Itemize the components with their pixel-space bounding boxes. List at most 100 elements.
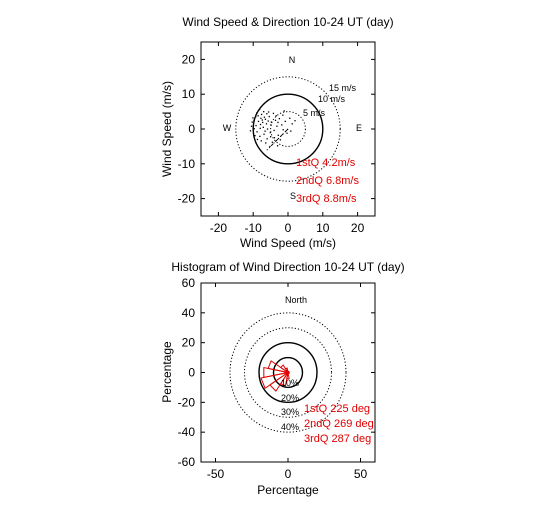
speed-ring-5 xyxy=(270,111,306,147)
scatter-point xyxy=(274,119,277,121)
chart1-ytick-label: 20 xyxy=(182,52,196,66)
scatter-point xyxy=(259,127,261,130)
compass-east-label: E xyxy=(356,123,362,133)
chart1-title: Wind Speed & Direction 10-24 UT (day) xyxy=(182,15,393,29)
chart2-ytick-label: -60 xyxy=(178,455,196,469)
scatter-point xyxy=(276,125,278,127)
ring-label-15: 15 m/s xyxy=(329,83,357,93)
scatter-point xyxy=(289,117,291,119)
scatter-point xyxy=(267,111,270,113)
scatter-point xyxy=(253,128,255,130)
scatter-point xyxy=(253,119,255,121)
pct-ring-20 xyxy=(258,341,318,404)
scatter-point xyxy=(277,121,279,124)
scatter-point xyxy=(277,134,279,136)
scatter-point xyxy=(260,113,263,116)
ring-label-30pct: 30% xyxy=(281,407,299,417)
chart1-ytick-label: -20 xyxy=(178,192,196,206)
chart2-ytick-label: -20 xyxy=(178,395,196,409)
scatter-point xyxy=(294,120,296,122)
scatter-point xyxy=(260,117,262,119)
scatter-point xyxy=(282,129,284,131)
scatter-point xyxy=(265,142,267,144)
chart2-ytick-label: -40 xyxy=(178,425,196,439)
histogram-origin xyxy=(286,370,290,375)
scatter-point xyxy=(267,120,269,122)
compass-west-label: W xyxy=(223,123,232,133)
scatter-point xyxy=(266,138,268,140)
direction-sector-292.5 xyxy=(267,360,289,373)
chart2-xlabel: Percentage xyxy=(257,483,319,497)
scatter-point xyxy=(270,136,272,138)
scatter-point xyxy=(259,123,262,126)
north-label: North xyxy=(285,295,307,305)
scatter-point xyxy=(266,113,268,115)
scatter-point xyxy=(260,140,262,142)
scatter-point xyxy=(270,121,272,123)
pct-ring-30 xyxy=(244,327,332,418)
pct-ring-40 xyxy=(229,312,347,433)
scatter-point xyxy=(282,114,284,116)
scatter-point xyxy=(249,130,252,132)
scatter-point xyxy=(252,117,254,119)
chart2-ytick-label: 0 xyxy=(188,366,195,380)
scatter-point xyxy=(264,118,267,120)
chart1-xtick-label: -20 xyxy=(210,221,228,235)
scatter-point xyxy=(255,124,257,127)
scatter-point xyxy=(256,138,259,141)
scatter-point xyxy=(261,119,263,121)
scatter-point xyxy=(268,115,270,118)
scatter-point xyxy=(281,124,283,126)
scatter-point xyxy=(290,130,292,132)
chart2-marks xyxy=(229,312,347,433)
chart2-xtick-label: -50 xyxy=(207,467,225,481)
scatter-point xyxy=(271,141,274,143)
scatter-point xyxy=(254,135,256,137)
chart1-annotation-3rdq: 3rdQ 8.8m/s xyxy=(296,193,357,205)
compass-south-label: S xyxy=(290,191,296,201)
scatter-point xyxy=(259,135,261,138)
wind-direction-histogram-chart: Histogram of Wind Direction 10-24 UT (da… xyxy=(160,260,405,497)
chart2-ticks: -50 0 50 -60 -40 -20 0 20 40 60 xyxy=(178,276,375,481)
speed-ring-10 xyxy=(252,93,324,165)
direction-sector-337.5 xyxy=(284,367,289,373)
scatter-point xyxy=(291,123,293,125)
chart1-marks xyxy=(235,76,341,182)
chart2-xtick-label: 50 xyxy=(354,467,368,481)
chart2-annotation-3rdq: 3rdQ 287 deg xyxy=(304,433,371,445)
ring-label-40pct: 40% xyxy=(281,422,299,432)
chart1-ytick-label: -10 xyxy=(178,157,196,171)
direction-sector-180 xyxy=(286,372,290,379)
chart1-ticks: -20 -10 0 10 20 -20 -10 0 10 20 xyxy=(178,42,375,235)
compass-north-label: N xyxy=(289,55,296,65)
scatter-point xyxy=(279,139,282,141)
wind-speed-direction-chart: Wind Speed & Direction 10-24 UT (day) -2… xyxy=(160,15,394,250)
ring-label-10: 10 m/s xyxy=(318,94,346,104)
scatter-point xyxy=(273,137,276,139)
chart1-annotation-1stq: 1stQ 4.2m/s xyxy=(296,157,356,169)
chart1-ytick-label: 10 xyxy=(182,87,196,101)
scatter-point xyxy=(257,115,259,117)
scatter-point xyxy=(276,145,279,147)
chart1-xtick-label: 20 xyxy=(351,221,365,235)
scatter-point xyxy=(273,129,275,132)
scatter-point xyxy=(266,128,269,130)
scatter-point xyxy=(270,124,272,126)
chart2-ytick-label: 40 xyxy=(182,306,196,320)
scatter-point xyxy=(286,132,288,134)
chart1-annotation-2ndq: 2ndQ 6.8m/s xyxy=(296,175,359,187)
scatter-point xyxy=(272,112,275,115)
ring-label-20pct: 20% xyxy=(281,393,299,403)
scatter-point xyxy=(269,145,271,148)
chart1-xtick-label: 0 xyxy=(285,221,292,235)
direction-sector-270 xyxy=(263,366,289,379)
scatter-point xyxy=(283,110,285,112)
speed-ring-15 xyxy=(235,76,341,182)
chart2-ylabel: Percentage xyxy=(160,341,174,403)
chart1-ytick-label: 0 xyxy=(188,122,195,136)
scatter-point xyxy=(284,120,286,123)
scatter-point xyxy=(251,121,253,123)
chart1-xlabel: Wind Speed (m/s) xyxy=(240,236,336,250)
scatter-point xyxy=(250,125,253,127)
